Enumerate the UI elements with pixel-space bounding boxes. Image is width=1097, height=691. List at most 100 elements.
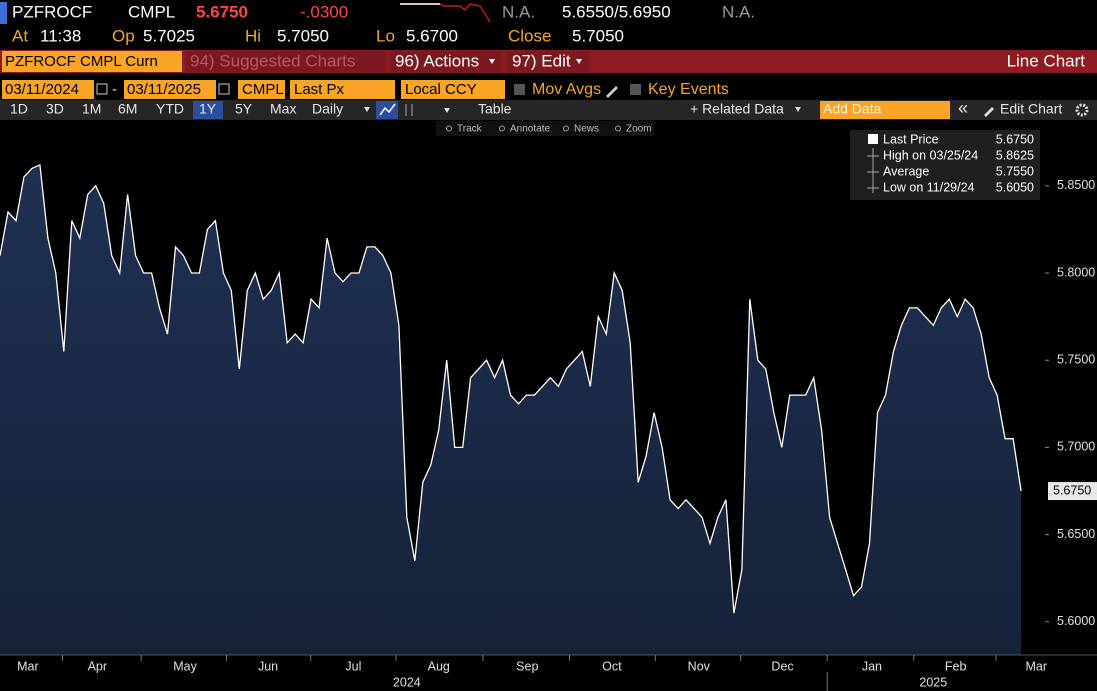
price-area <box>0 164 1022 655</box>
hi: 5.7050 <box>277 26 329 45</box>
dropdown-arrow <box>364 107 370 112</box>
lo: 5.6700 <box>406 26 458 45</box>
x-tick-label: Sep <box>516 659 538 673</box>
security-text: PZFROCF CMPL Curn <box>5 53 158 70</box>
y-tick-label: 5.8000 <box>1057 265 1095 279</box>
bid-ask: 5.6550/5.6950 <box>562 2 671 21</box>
range-button[interactable]: YTD <box>156 101 184 117</box>
edit-chart[interactable]: Edit Chart <box>1000 101 1062 117</box>
currency-select[interactable] <box>401 80 505 99</box>
checkbox[interactable] <box>514 84 525 95</box>
checkbox[interactable] <box>630 84 641 95</box>
collapse-button[interactable]: « <box>958 98 968 118</box>
start-date: 03/11/2024 <box>5 81 79 98</box>
bid-na: N.A. <box>502 2 535 21</box>
legend-label: Last Price <box>883 132 939 146</box>
price: 5.6750 <box>196 2 248 21</box>
price-line <box>0 163 1022 614</box>
y-tick-label: 5.7000 <box>1057 440 1095 454</box>
x-tick-label: Dec <box>771 659 793 673</box>
x-tick-label: Apr <box>88 659 107 673</box>
suggested-button[interactable] <box>186 51 386 72</box>
exchange: CMPL <box>128 2 175 21</box>
line-chart-icon <box>379 103 396 116</box>
key-events: Key Events <box>648 81 729 98</box>
end-date-field[interactable] <box>124 80 216 99</box>
op-label: Op <box>112 26 135 45</box>
suggested-text: 94) Suggested Charts <box>190 51 355 70</box>
pencil-icon[interactable] <box>606 86 618 98</box>
edit-text: 97) Edit <box>512 51 571 70</box>
bar-icon[interactable] <box>405 104 413 116</box>
last-price-label: 5.6750 <box>1053 483 1091 497</box>
legend-label: Low on 11/29/24 <box>883 180 975 194</box>
at-label: At <box>12 26 28 45</box>
source-field[interactable] <box>238 80 285 99</box>
range-button[interactable]: 1M <box>82 101 101 117</box>
tool-icon <box>499 125 505 132</box>
x-tick-label: Mar <box>1025 659 1047 673</box>
range-button[interactable]: 5Y <box>235 101 253 117</box>
x-tick-label: Mar <box>17 659 39 673</box>
chart: 5.6000 5.6500 5.7000 5.7500 5.8000 5.8500 5.67… <box>0 130 1097 691</box>
calendar-icon[interactable] <box>218 83 230 95</box>
last-price-tag <box>1048 482 1097 501</box>
range-selected <box>193 101 223 119</box>
tool-button[interactable]: Track <box>457 124 483 135</box>
dropdown-arrow <box>489 59 495 64</box>
dropdown-arrow <box>444 108 450 113</box>
field: Last Px <box>294 81 345 98</box>
hi-label: Hi <box>245 26 261 45</box>
year-label: 2024 <box>393 675 421 689</box>
y-tick-label: 5.6000 <box>1057 614 1095 628</box>
frequency[interactable]: Daily <box>312 101 343 117</box>
sparkline-icon <box>400 3 491 23</box>
legend-label: High on 03/25/24 <box>883 148 978 162</box>
security-field[interactable] <box>2 51 182 72</box>
range-button[interactable]: 1D <box>10 101 28 117</box>
legend-box <box>850 130 1040 200</box>
pencil-icon <box>984 107 994 117</box>
actions-button[interactable] <box>390 51 502 72</box>
add-data-field[interactable] <box>820 101 950 119</box>
op: 5.7025 <box>143 26 195 45</box>
ticker: PZFROCF <box>12 2 92 21</box>
legend-value: 5.7550 <box>996 164 1034 178</box>
chart-tools: Track Annotate News Zoom <box>436 121 654 136</box>
edit-button[interactable] <box>506 51 590 72</box>
tool-icon <box>615 125 621 132</box>
close-label: Close <box>508 26 551 45</box>
range-button[interactable]: 3D <box>46 101 64 117</box>
close: 5.7050 <box>572 26 624 45</box>
related-data[interactable]: + Related Data <box>690 101 784 117</box>
tool-button[interactable]: Zoom <box>626 124 652 135</box>
tool-button[interactable]: News <box>574 124 599 135</box>
range-button[interactable]: 1Y <box>199 101 217 117</box>
tools-bar <box>436 121 654 136</box>
x-tick-label: Jul <box>345 659 361 673</box>
date-dash: - <box>112 81 117 98</box>
end-date: 03/11/2025 <box>127 81 201 98</box>
time: 11:38 <box>40 26 81 45</box>
legend-swatch <box>868 134 878 144</box>
calendar-icon[interactable] <box>96 83 108 95</box>
start-date-field[interactable] <box>2 80 94 99</box>
legend-value: 5.6050 <box>996 180 1034 194</box>
x-tick-label: Nov <box>688 659 711 673</box>
tool-icon <box>446 125 452 132</box>
range-button[interactable]: 6M <box>118 101 137 117</box>
mov-avgs: Mov Avgs <box>532 81 601 98</box>
settings-icon[interactable] <box>1075 103 1089 117</box>
x-tick-label: Feb <box>945 659 967 673</box>
year-label: 2025 <box>919 675 947 689</box>
x-tick-label: Oct <box>602 659 622 673</box>
range-buttons: 1D 3D 1M 6M YTD 1Y 5Y Max <box>10 101 296 119</box>
range-button[interactable]: Max <box>270 101 296 117</box>
table-button[interactable]: Table <box>478 101 512 117</box>
lo-label: Lo <box>376 26 395 45</box>
tool-button[interactable]: Annotate <box>510 124 550 135</box>
actions-text: 96) Actions <box>395 51 479 70</box>
field-select[interactable] <box>290 80 395 99</box>
dropdown-arrow <box>576 59 582 64</box>
